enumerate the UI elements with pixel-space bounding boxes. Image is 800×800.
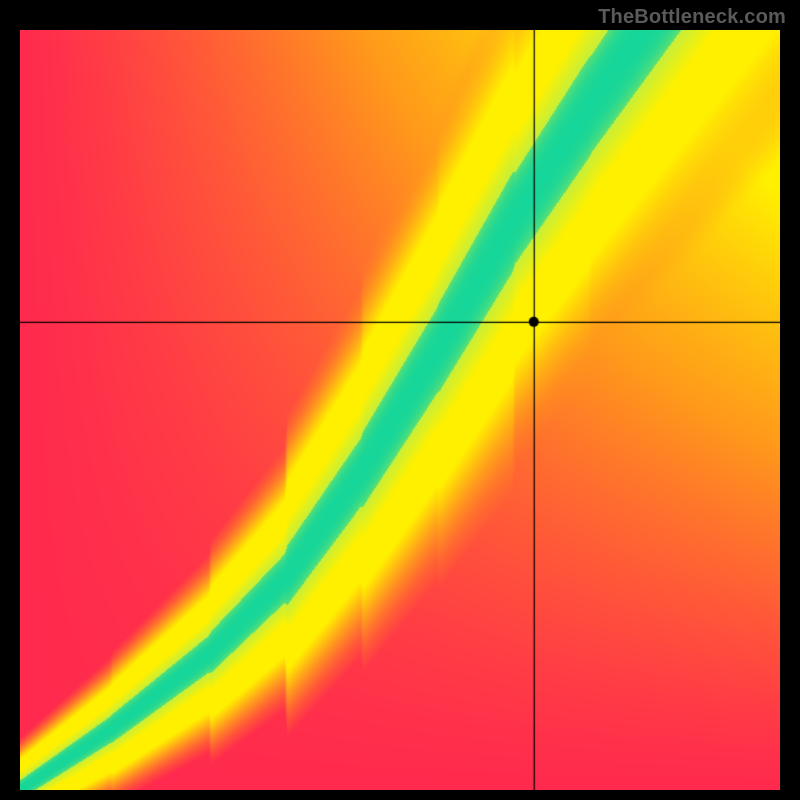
chart-container: TheBottleneck.com — [0, 0, 800, 800]
heatmap-canvas — [20, 30, 780, 790]
heatmap-plot — [20, 30, 780, 790]
watermark-text: TheBottleneck.com — [598, 6, 786, 29]
